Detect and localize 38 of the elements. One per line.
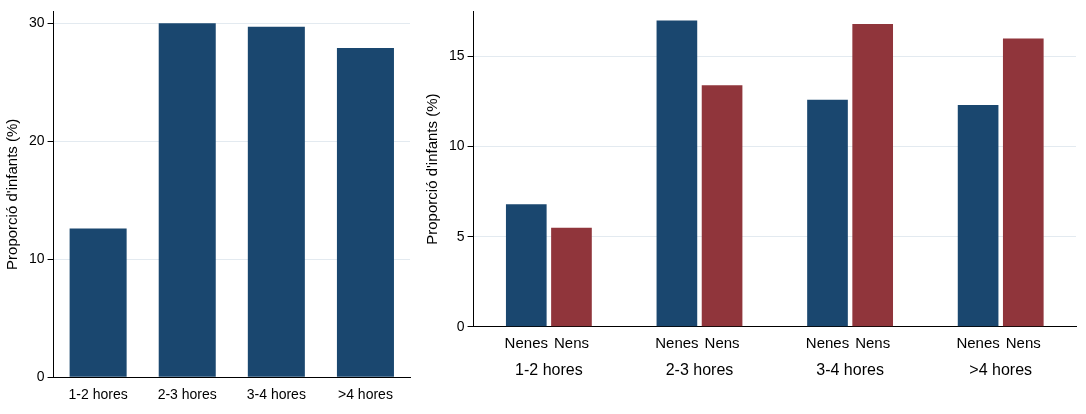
y-tick-label: 30	[28, 14, 45, 31]
bar	[701, 85, 743, 327]
text: Nenes	[956, 334, 1000, 352]
text: Nens	[855, 334, 891, 352]
x-tick-label: 3-4 hores	[246, 386, 306, 403]
x-tick-label: 2-3 hores	[665, 360, 734, 378]
y-tick-label: 0	[456, 317, 465, 334]
text: Nens	[704, 334, 740, 352]
x-tick-label: 1-2 hores	[68, 386, 128, 403]
bar	[957, 105, 999, 327]
bar	[1002, 38, 1044, 327]
bar	[336, 47, 394, 377]
text: Nens	[1005, 334, 1041, 352]
bar	[69, 228, 127, 377]
bar	[505, 204, 547, 327]
bar	[551, 227, 592, 327]
series-label: Nens	[553, 334, 589, 352]
y-tick-label: 0	[36, 368, 45, 385]
x-tick-label: 2-3 hores	[157, 386, 217, 403]
y-tick-label: 20	[28, 132, 45, 149]
series-label: Nenes	[504, 334, 548, 352]
y-tick-label: 10	[448, 137, 465, 154]
y-tick-label: 10	[28, 250, 45, 267]
bar	[247, 26, 305, 377]
y-tick-label: 15	[448, 47, 465, 64]
text: Nenes	[805, 334, 850, 352]
bar	[852, 24, 894, 327]
x-tick-label: >4 hores	[338, 386, 393, 403]
y-axis-title: Proporció d'infants (%)	[423, 93, 441, 245]
x-tick-label: 1-2 hores	[515, 360, 583, 378]
bar	[656, 20, 698, 327]
text: Nenes	[655, 334, 699, 352]
bar	[158, 23, 216, 377]
x-tick-label: >4 hores	[969, 360, 1033, 378]
y-axis-title: Proporció d'infants (%)	[3, 118, 21, 270]
bar	[807, 99, 848, 327]
x-tick-label: 3-4 hores	[816, 360, 884, 378]
y-tick-label: 5	[456, 227, 465, 244]
